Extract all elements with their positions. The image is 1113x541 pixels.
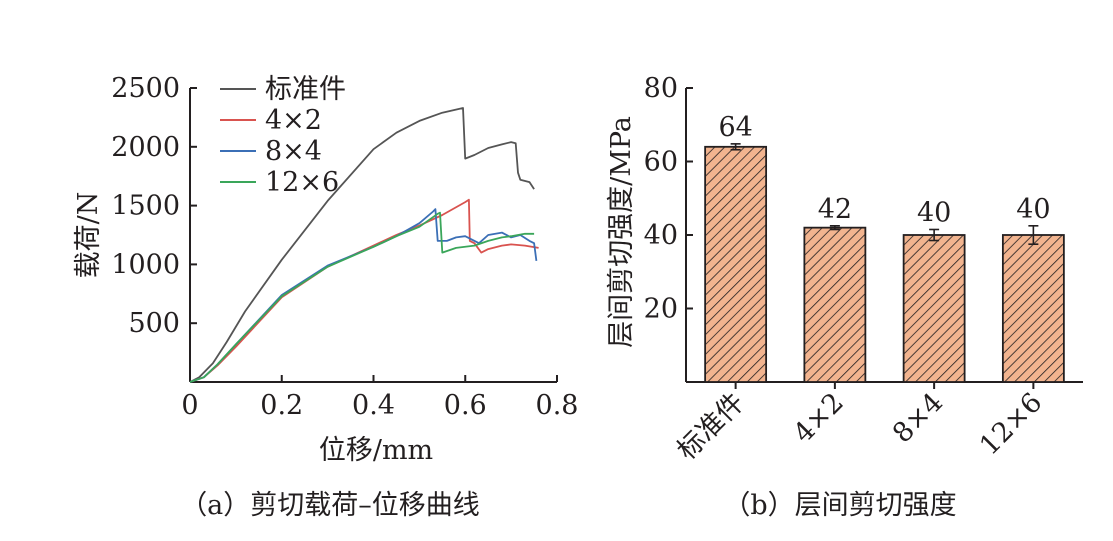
load-displacement-chart: 500 1000 1500 2000 2500 0 0.2 0.4 0.6 0.8 标准件4×2… <box>73 73 578 521</box>
line-chart-y-tick-label: 500 <box>128 308 180 339</box>
bar-chart-y-ticks: 20 40 60 80 <box>644 73 693 325</box>
line-chart-x-tick-label: 0.2 <box>260 390 303 421</box>
bar-value-label-1: 64 <box>718 112 752 143</box>
line-chart-y-tick-label: 2000 <box>111 132 180 163</box>
bar-chart-x-tick-label: 8×4 <box>887 387 949 449</box>
line-chart-x-tick-label: 0.8 <box>536 390 579 421</box>
series-line-4 <box>189 211 535 383</box>
line-chart-x-ticks: 0 0.2 0.4 0.6 0.8 <box>181 375 578 421</box>
bar-chart-y-tick-label: 20 <box>644 294 678 325</box>
series-line-1 <box>189 107 535 383</box>
interlaminar-shear-strength-chart: 20 40 60 80 64 42 40 40 标准件 4×2 8×4 12×6 层间剪切强度/M… <box>606 73 1083 521</box>
line-chart-caption: （a）剪切载荷–位移曲线 <box>180 490 480 521</box>
bar-value-label-4: 40 <box>1016 194 1050 225</box>
legend-label-4: 12×6 <box>265 167 339 198</box>
line-chart-x-tick-label: 0.4 <box>352 390 395 421</box>
line-chart-x-tick-label: 0.6 <box>444 390 487 421</box>
line-chart-y-tick-label: 2500 <box>111 73 180 104</box>
bar-chart-y-tick-label: 40 <box>644 220 678 251</box>
bar-3 <box>902 234 966 383</box>
bar-chart-y-tick-label: 60 <box>644 147 678 178</box>
bar-chart-caption: （b）层间剪切强度 <box>723 490 956 521</box>
bar-value-label-2: 42 <box>818 194 852 225</box>
bar-2 <box>803 226 867 383</box>
series-line-3 <box>189 208 538 383</box>
line-chart-series <box>189 107 539 383</box>
bar-value-label-3: 40 <box>917 197 951 228</box>
line-chart-x-tick-label: 0 <box>181 390 198 421</box>
legend-label-1: 标准件 <box>265 74 346 105</box>
bar-chart-x-ticks: 标准件 4×2 8×4 12×6 <box>671 382 1048 466</box>
bar-chart-x-tick-label: 12×6 <box>974 387 1048 461</box>
line-chart-y-tick-label: 1500 <box>111 191 180 222</box>
bar-1 <box>704 145 768 383</box>
bar-chart-x-tick-label: 标准件 <box>671 387 750 466</box>
line-chart-y-tick-label: 1000 <box>111 249 180 280</box>
legend-label-2: 4×2 <box>265 105 322 136</box>
series-line-2 <box>189 198 539 383</box>
bar-chart-x-tick-label: 4×2 <box>788 387 850 449</box>
line-chart-x-axis-label: 位移/mm <box>319 435 433 466</box>
bar-4 <box>1001 234 1065 383</box>
bar-chart-bars: 64 42 40 40 <box>704 112 1065 383</box>
bar-chart-y-tick-label: 80 <box>644 73 678 104</box>
line-chart-y-axis-label: 载荷/N <box>73 192 104 279</box>
bar-chart-y-axis-label: 层间剪切强度/MPa <box>606 116 637 348</box>
line-chart-y-ticks: 500 1000 1500 2000 2500 <box>111 73 197 339</box>
legend-label-3: 8×4 <box>265 136 322 167</box>
